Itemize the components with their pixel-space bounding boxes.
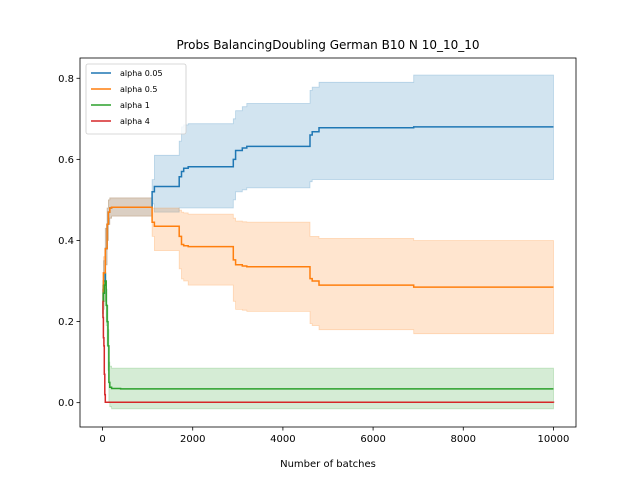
- y-tick-label: 0.8: [58, 74, 74, 85]
- x-tick-label: 4000: [270, 434, 295, 445]
- legend-label-2: alpha 1: [120, 101, 150, 110]
- legend-box: [85, 63, 187, 135]
- x-tick-label: 6000: [360, 434, 385, 445]
- x-tick-label: 2000: [180, 434, 205, 445]
- x-axis-label: Number of batches: [280, 459, 376, 470]
- y-tick-label: 0.6: [58, 155, 74, 166]
- x-tick-label: 10000: [538, 434, 570, 445]
- axes-frame: [79, 57, 577, 428]
- axes: 0 2000 4000 6000 8000 10000 0.0 0.2 0.4 0.6 0.8: [58, 57, 577, 445]
- chart-title: Probs BalancingDoubling German B10 N 10_…: [176, 38, 479, 52]
- y-tick-label: 0.2: [58, 317, 74, 328]
- legend-label-0: alpha 0.05: [120, 69, 163, 78]
- y-tick-label: 0.4: [58, 236, 74, 247]
- plot-area: [102, 74, 555, 410]
- series-band-1: [102, 197, 554, 335]
- legend-label-1: alpha 0.5: [120, 85, 157, 94]
- legend: alpha 0.05 alpha 0.5 alpha 1 alpha 4: [85, 63, 187, 135]
- series-line-2: [102, 280, 554, 390]
- x-tick-label: 0: [99, 434, 105, 445]
- x-tick-label: 8000: [451, 434, 476, 445]
- legend-label-3: alpha 4: [120, 117, 150, 126]
- series-line-3: [102, 300, 555, 404]
- series-line-1: [102, 206, 554, 303]
- y-tick-label: 0.0: [58, 398, 74, 409]
